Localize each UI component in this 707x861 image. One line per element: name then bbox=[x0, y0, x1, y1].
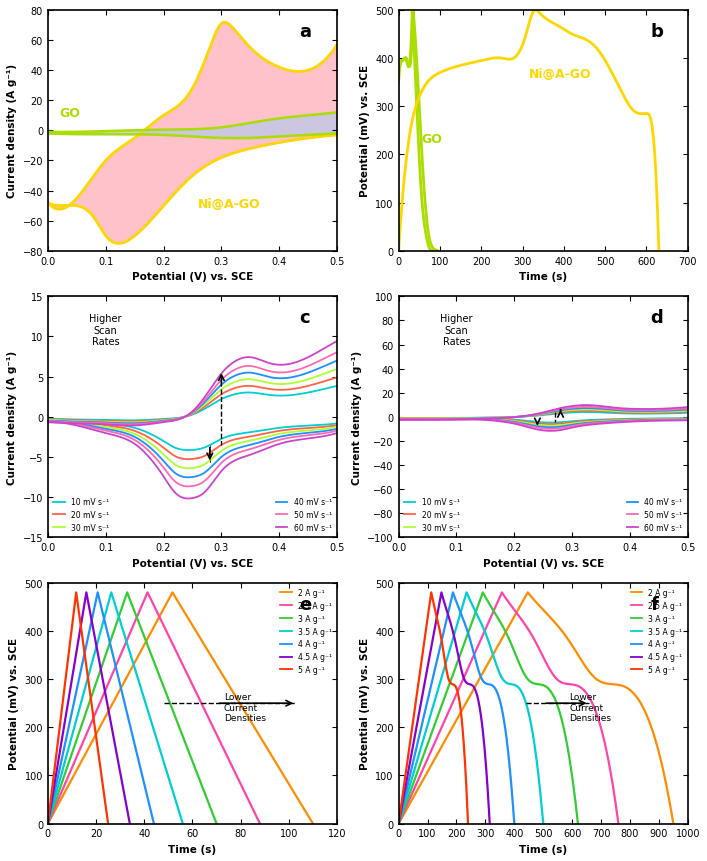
Legend: 2 A g⁻¹, 2.5 A g⁻¹, 3 A g⁻¹, 3.5 A g⁻¹, 4 A g⁻¹, 4.5 A g⁻¹, 5 A g⁻¹: 2 A g⁻¹, 2.5 A g⁻¹, 3 A g⁻¹, 3.5 A g⁻¹, … bbox=[629, 587, 684, 676]
X-axis label: Potential (V) vs. SCE: Potential (V) vs. SCE bbox=[483, 558, 604, 568]
Text: e: e bbox=[300, 595, 312, 613]
Text: Higher
Scan
Rates: Higher Scan Rates bbox=[440, 314, 473, 347]
Legend: 40 mV s⁻¹, 50 mV s⁻¹, 60 mV s⁻¹: 40 mV s⁻¹, 50 mV s⁻¹, 60 mV s⁻¹ bbox=[625, 496, 684, 534]
Text: f: f bbox=[650, 595, 658, 613]
Y-axis label: Current density (A g⁻¹): Current density (A g⁻¹) bbox=[7, 65, 17, 198]
Y-axis label: Potential (mV) vs. SCE: Potential (mV) vs. SCE bbox=[360, 65, 370, 197]
X-axis label: Potential (V) vs. SCE: Potential (V) vs. SCE bbox=[132, 272, 253, 282]
X-axis label: Time (s): Time (s) bbox=[168, 844, 216, 854]
X-axis label: Time (s): Time (s) bbox=[519, 272, 567, 282]
Text: Lower
Current
Densities: Lower Current Densities bbox=[569, 692, 612, 722]
Text: Higher
Scan
Rates: Higher Scan Rates bbox=[90, 314, 122, 347]
Y-axis label: Potential (mV) vs. SCE: Potential (mV) vs. SCE bbox=[9, 637, 19, 770]
Text: a: a bbox=[300, 23, 312, 41]
Text: GO: GO bbox=[59, 107, 81, 120]
Y-axis label: Potential (mV) vs. SCE: Potential (mV) vs. SCE bbox=[360, 637, 370, 770]
Text: Lower
Current
Densities: Lower Current Densities bbox=[224, 692, 266, 722]
Text: d: d bbox=[650, 309, 663, 327]
Text: Ni@A-GO: Ni@A-GO bbox=[198, 198, 261, 211]
Text: GO: GO bbox=[422, 133, 443, 146]
X-axis label: Time (s): Time (s) bbox=[519, 844, 567, 854]
Y-axis label: Current density (A g⁻¹): Current density (A g⁻¹) bbox=[7, 350, 17, 484]
Text: c: c bbox=[300, 309, 310, 327]
X-axis label: Potential (V) vs. SCE: Potential (V) vs. SCE bbox=[132, 558, 253, 568]
Legend: 40 mV s⁻¹, 50 mV s⁻¹, 60 mV s⁻¹: 40 mV s⁻¹, 50 mV s⁻¹, 60 mV s⁻¹ bbox=[274, 496, 333, 534]
Y-axis label: Current density (A g⁻¹): Current density (A g⁻¹) bbox=[351, 350, 362, 484]
Text: b: b bbox=[650, 23, 663, 41]
Text: Ni@A-GO: Ni@A-GO bbox=[529, 68, 591, 81]
Legend: 2 A g⁻¹, 2.5 A g⁻¹, 3 A g⁻¹, 3.5 A g⁻¹, 4 A g⁻¹, 4.5 A g⁻¹, 5 A g⁻¹: 2 A g⁻¹, 2.5 A g⁻¹, 3 A g⁻¹, 3.5 A g⁻¹, … bbox=[279, 587, 333, 676]
